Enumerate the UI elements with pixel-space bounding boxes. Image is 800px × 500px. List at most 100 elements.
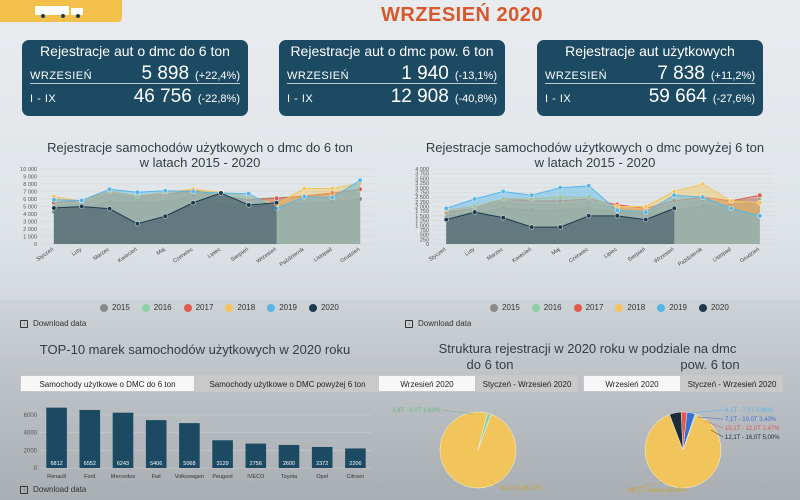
pie-slice-label: 6,1T - 7,0T 0,46% xyxy=(725,408,773,414)
data-point-2020 xyxy=(107,206,113,212)
series-line-2018 xyxy=(53,182,361,205)
chart2-download-link[interactable]: ↓ Download data xyxy=(405,319,471,328)
legend-item-2016[interactable]: 2016 xyxy=(141,303,172,312)
x-tick-label: Fiat xyxy=(152,474,162,480)
chart1-title-line1: Rejestracje samochodów użytkowych o dmc … xyxy=(47,140,353,155)
legend-item-2015[interactable]: 2015 xyxy=(490,303,520,312)
summary-card-up-to-6t: Rejestracje aut o dmc do 6 ton WRZESIEŃ … xyxy=(22,40,248,116)
bar-toyota xyxy=(278,444,300,468)
legend-marker xyxy=(141,303,150,312)
legend-marker xyxy=(183,303,192,312)
series-area-2019 xyxy=(446,185,760,244)
card-row-label: WRZESIEŃ xyxy=(545,70,608,82)
card-row-change: (-27,6%) xyxy=(712,93,755,105)
tab-pie2-ytd[interactable]: Styczeń - Wrzesień 2020 xyxy=(681,375,783,392)
legend-item-2020[interactable]: 2020 xyxy=(698,303,729,312)
bar-chart-tabs: Samochody użytkowe o DMC do 6 ton Samoch… xyxy=(20,375,380,392)
data-point-2020 xyxy=(614,213,620,219)
x-tick-label: Czerwiec xyxy=(172,247,194,265)
y-tick-label: 750 xyxy=(420,228,429,234)
data-point-2020 xyxy=(274,200,280,206)
summary-card-all-utility: Rejestracje aut użytkowych WRZESIEŃ 7 83… xyxy=(537,40,763,116)
card-row-value: 59 664 xyxy=(648,86,707,107)
data-point-2018 xyxy=(301,185,307,192)
tab-pie1-month[interactable]: Wrzesień 2020 xyxy=(378,375,476,392)
legend-item-2017[interactable]: 2017 xyxy=(573,303,603,312)
data-point-2020 xyxy=(246,202,252,208)
pie-slice-label: do 3,5T 98,37% xyxy=(500,486,543,492)
download-icon: ↓ xyxy=(20,319,28,328)
legend-label: 2019 xyxy=(669,303,687,312)
y-tick-label: 3 500 xyxy=(415,176,429,182)
bar-chart-title: TOP-10 marek samochodów użytkowych w 202… xyxy=(39,342,351,357)
data-point-2020 xyxy=(671,205,677,211)
legend-marker xyxy=(308,303,317,312)
legend-item-2018[interactable]: 2018 xyxy=(225,303,255,312)
y-tick-label: 1 000 xyxy=(415,223,429,229)
y-tick-label: 1 250 xyxy=(415,219,429,225)
top10-bar-chart: 0 2000 4000 6000 6812 Renault 6552 Ford 6243 Merc… xyxy=(24,407,372,480)
legend-item-2018[interactable]: 2018 xyxy=(615,303,645,312)
data-point-2015 xyxy=(586,205,592,211)
y-tick-label: 0 xyxy=(34,242,37,248)
x-tick-label: Peugeot xyxy=(212,474,233,480)
summary-card-over-6t: Rejestracje aut o dmc pow. 6 ton WRZESIE… xyxy=(279,40,505,116)
pie-leader-line xyxy=(625,481,664,491)
data-point-2019 xyxy=(643,209,649,215)
x-tick-label: Styczeń xyxy=(428,247,447,263)
y-tick-label: 2 000 xyxy=(415,205,429,211)
data-point-2019 xyxy=(329,194,335,201)
card-row-month: WRZESIEŃ 5 898 (+22,4%) xyxy=(30,63,240,84)
bar-value-label: 5068 xyxy=(183,461,195,467)
legend-item-2015[interactable]: 2015 xyxy=(100,303,130,312)
data-point-2019 xyxy=(671,192,677,198)
card-row-change: (+22,4%) xyxy=(195,70,240,82)
data-point-2019 xyxy=(274,206,280,212)
tab-over-6t[interactable]: Samochody użytkowe o DMC powyżej 6 ton xyxy=(195,375,380,392)
pie-section-title-line1: Struktura rejestracji w 2020 roku w podz… xyxy=(438,341,737,356)
data-point-2020 xyxy=(529,224,535,230)
pie-slice-label: 7,1T - 10,0T 3,40% xyxy=(725,417,777,423)
legend-marker xyxy=(615,303,624,312)
y-tick-label: 3 250 xyxy=(415,181,429,187)
card-row-value: 46 756 xyxy=(133,86,192,107)
legend-marker xyxy=(267,303,276,312)
data-point-2019 xyxy=(162,188,168,194)
tab-up-to-6t[interactable]: Samochody użytkowe o DMC do 6 ton xyxy=(20,375,195,392)
x-tick-label: Renault xyxy=(47,474,66,480)
legend-marker xyxy=(490,303,498,312)
bar-chart-download-link[interactable]: ↓ Download data xyxy=(20,485,86,494)
legend-item-2017[interactable]: 2017 xyxy=(183,303,213,312)
data-point-2017 xyxy=(357,186,363,192)
series-area-2019 xyxy=(53,180,361,244)
data-point-2019 xyxy=(586,183,592,189)
bar-value-label: 2756 xyxy=(250,461,262,467)
pie-leader-line xyxy=(441,409,475,415)
data-point-2020 xyxy=(51,205,57,211)
legend-item-2016[interactable]: 2016 xyxy=(531,303,562,312)
legend-marker xyxy=(698,303,707,312)
y-tick-label: 4000 xyxy=(24,431,38,437)
bar-value-label: 3129 xyxy=(216,461,228,467)
legend-label: 2019 xyxy=(279,303,297,312)
data-point-2019 xyxy=(246,191,252,197)
card-row-month: WRZESIEŃ 1 940 (-13,1%) xyxy=(287,63,497,84)
tab-pie1-ytd[interactable]: Styczeń - Wrzesień 2020 xyxy=(476,375,578,392)
data-point-2017 xyxy=(274,195,280,201)
y-tick-label: 1 750 xyxy=(415,209,429,215)
y-tick-label: 2 500 xyxy=(415,195,429,201)
chart1-download-link[interactable]: ↓ Download data xyxy=(20,319,86,328)
y-tick-label: 4 000 xyxy=(23,212,37,218)
legend-item-2019[interactable]: 2019 xyxy=(657,303,687,312)
x-tick-label: IVECO xyxy=(247,474,265,480)
card-row-value: 7 838 xyxy=(657,63,705,84)
tab-pie2-month[interactable]: Wrzesień 2020 xyxy=(583,375,681,392)
data-point-2020 xyxy=(500,215,506,221)
pie-slice xyxy=(477,412,492,451)
card-row-value: 12 908 xyxy=(390,86,449,107)
pie-slice-label: 16,1T i więcej 88,66% xyxy=(628,488,687,494)
card-row-label: I - IX xyxy=(545,93,572,105)
legend-item-2020[interactable]: 2020 xyxy=(308,303,339,312)
legend-item-2019[interactable]: 2019 xyxy=(267,303,297,312)
